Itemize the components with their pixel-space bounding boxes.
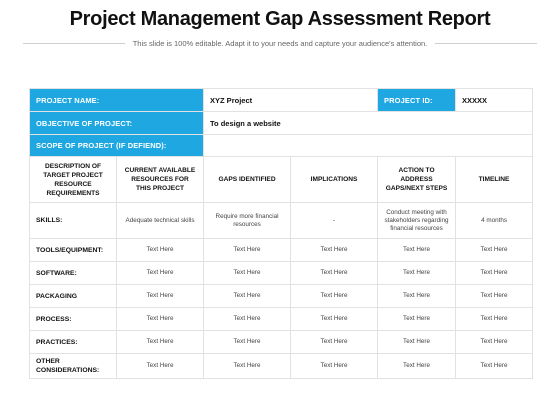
- table-cell: Text Here: [377, 307, 457, 331]
- row-label: PRACTICES:: [29, 330, 117, 354]
- table-row: TOOLS/EQUIPMENT: Text Here Text Here Text H…: [29, 238, 534, 262]
- subtitle-row: This slide is 100% editable. Adapt it to…: [0, 37, 560, 49]
- project-name-label: PROJECT NAME:: [28, 88, 205, 112]
- column-header: ACTION TO ADDRESS GAPS/NEXT STEPS: [377, 156, 457, 203]
- project-id-label: PROJECT ID:: [377, 88, 457, 112]
- objective-row: OBJECTIVE OF PROJECT: To design a websit…: [28, 111, 534, 135]
- table-cell: Text Here: [115, 330, 205, 354]
- table-row: PACKAGING Text Here Text Here Text Here Text…: [29, 284, 534, 308]
- table-cell: Text Here: [115, 284, 205, 308]
- row-label: PACKAGING: [29, 284, 117, 308]
- column-header: TIMELINE: [455, 156, 534, 203]
- column-header: GAPS IDENTIFIED: [203, 156, 292, 203]
- column-header: IMPLICATIONS: [290, 156, 379, 203]
- table-cell: Text Here: [455, 330, 534, 354]
- table-cell: Text Here: [290, 238, 379, 262]
- table-cell: 4 months: [455, 202, 534, 239]
- table-cell: Text Here: [203, 238, 292, 262]
- row-label: PROCESS:: [29, 307, 117, 331]
- project-name-row: PROJECT NAME: XYZ Project PROJECT ID: XX…: [28, 88, 534, 112]
- table-cell: Text Here: [455, 353, 534, 379]
- table-cell: Text Here: [115, 353, 205, 379]
- scope-row: SCOPE OF PROJECT (IF DEFIEND):: [28, 134, 534, 157]
- table-cell: Text Here: [203, 284, 292, 308]
- table-cell: Text Here: [203, 330, 292, 354]
- subtitle-divider-right: [435, 42, 538, 44]
- page-title: Project Management Gap Assessment Report: [69, 8, 491, 30]
- row-label: OTHER CONSIDERATIONS:: [29, 353, 117, 379]
- table-cell: Text Here: [455, 238, 534, 262]
- table-cell: Text Here: [455, 261, 534, 285]
- table-cell: Text Here: [203, 353, 292, 379]
- row-label: SOFTWARE:: [29, 261, 117, 285]
- table-cell: -: [290, 202, 379, 239]
- gap-assessment-table: PROJECT NAME: XYZ Project PROJECT ID: XX…: [28, 88, 534, 379]
- table-cell: Text Here: [455, 307, 534, 331]
- table-cell: Adequate technical skills: [115, 202, 205, 239]
- column-header: DESCRIPTION OF TARGET PROJECT RESOURCE R…: [29, 156, 117, 203]
- table-cell: Require more financial resources: [203, 202, 292, 239]
- table-cell: Text Here: [377, 353, 457, 379]
- table-cell: Text Here: [203, 261, 292, 285]
- table-cell: Text Here: [290, 261, 379, 285]
- table-cell: Text Here: [290, 307, 379, 331]
- scope-label: SCOPE OF PROJECT (IF DEFIEND):: [28, 134, 205, 157]
- objective-label: OBJECTIVE OF PROJECT:: [28, 111, 205, 135]
- table-row: PRACTICES: Text Here Text Here Text Here Tex…: [29, 330, 534, 354]
- column-header: CURRENT AVAILABLE RESOURCES FOR THIS PRO…: [115, 156, 205, 203]
- objective-value: To design a website: [203, 111, 534, 135]
- scope-value: [203, 134, 534, 157]
- table-row: OTHER CONSIDERATIONS: Text Here Text Here T…: [29, 353, 534, 379]
- table-cell: Text Here: [115, 307, 205, 331]
- table-row: PROCESS: Text Here Text Here Text Here Text …: [29, 307, 534, 331]
- table-cell: Text Here: [377, 284, 457, 308]
- table-cell: Text Here: [290, 353, 379, 379]
- table-cell: Text Here: [115, 261, 205, 285]
- table-cell: Text Here: [290, 330, 379, 354]
- table-row: SKILLS: Adequate technical skills Require …: [29, 202, 534, 239]
- project-name-value: XYZ Project: [203, 88, 379, 112]
- table-cell: Text Here: [377, 238, 457, 262]
- page-subtitle: This slide is 100% editable. Adapt it to…: [132, 38, 428, 48]
- column-header-row: DESCRIPTION OF TARGET PROJECT RESOURCE R…: [29, 156, 534, 203]
- subtitle-divider-left: [22, 42, 125, 44]
- table-row: SOFTWARE: Text Here Text Here Text Here Text…: [29, 261, 534, 285]
- project-id-value: XXXXX: [455, 88, 534, 112]
- table-cell: Text Here: [455, 284, 534, 308]
- table-cell: Text Here: [115, 238, 205, 262]
- table-cell: Text Here: [290, 284, 379, 308]
- row-label: SKILLS:: [29, 202, 117, 239]
- table-cell: Conduct meeting with stakeholders regard…: [377, 202, 457, 239]
- table-cell: Text Here: [377, 261, 457, 285]
- table-cell: Text Here: [377, 330, 457, 354]
- table-cell: Text Here: [203, 307, 292, 331]
- row-label: TOOLS/EQUIPMENT:: [29, 238, 117, 262]
